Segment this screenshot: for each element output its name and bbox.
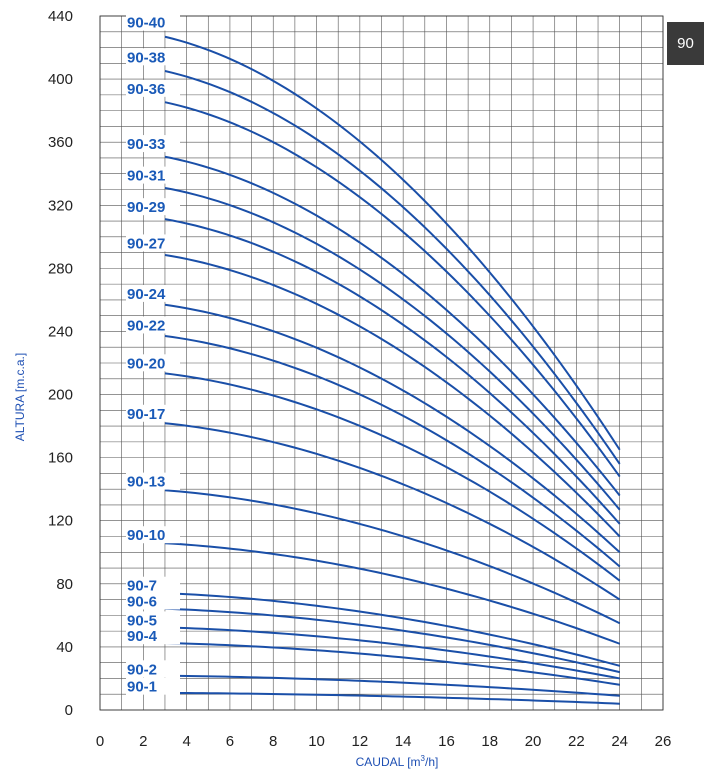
x-axis-title-main: CAUDAL [m <box>356 755 421 769</box>
curve-label-background <box>126 660 180 678</box>
curve-90-1 <box>164 691 620 705</box>
curve-label-background <box>126 627 180 645</box>
y-axis-ticks: 0 40 80 120 160 200 240 280 320 360 400 440 <box>48 8 73 719</box>
curve-label-90-33: 90-33 <box>127 136 165 153</box>
x-tick-label: 8 <box>269 733 277 750</box>
curve-label-background <box>126 526 180 544</box>
y-tick-label: 120 <box>48 513 73 530</box>
y-tick-label: 320 <box>48 197 73 214</box>
curve-label-background <box>126 166 180 184</box>
curve-label-90-10: 90-10 <box>127 527 165 544</box>
x-axis-title-end: /h] <box>425 755 438 769</box>
curve-label-90-2: 90-2 <box>127 661 157 678</box>
curve-90-5 <box>164 626 620 680</box>
curve-label-background <box>126 234 180 252</box>
curve-90-20 <box>164 372 621 582</box>
grid <box>99 15 664 711</box>
curve-label-90-31: 90-31 <box>127 168 165 185</box>
curve-90-17 <box>164 422 621 601</box>
curve-label-background <box>126 135 180 153</box>
curve-label-90-13: 90-13 <box>127 474 165 491</box>
curves <box>164 35 621 705</box>
curve-label-background <box>126 79 180 97</box>
curve-label-background <box>126 472 180 490</box>
y-axis-title: ALTURA [m.c.a.] <box>13 353 27 441</box>
curve-90-40 <box>164 35 621 451</box>
curve-label-90-24: 90-24 <box>127 286 166 303</box>
curve-label-90-17: 90-17 <box>127 406 165 423</box>
curve-label-background <box>126 354 180 372</box>
x-tick-label: 0 <box>96 733 104 750</box>
x-tick-label: 4 <box>182 733 190 750</box>
x-tick-label: 26 <box>655 733 672 750</box>
y-tick-label: 80 <box>56 576 73 593</box>
curve-label-90-36: 90-36 <box>127 81 165 98</box>
x-axis-title-superscript: 3 <box>421 754 426 763</box>
curve-label-90-7: 90-7 <box>127 578 157 595</box>
curve-label-90-29: 90-29 <box>127 199 165 216</box>
curve-90-31 <box>164 186 621 511</box>
y-tick-label: 160 <box>48 450 73 467</box>
curve-label-90-22: 90-22 <box>127 317 165 334</box>
curve-label-background <box>126 677 180 695</box>
curve-label-90-1: 90-1 <box>127 679 157 696</box>
y-tick-label: 40 <box>56 639 73 656</box>
curve-90-13 <box>164 489 621 625</box>
curve-labels: 90-40 90-38 90-36 90-33 90-31 90-29 90-27 90-24… <box>126 13 180 696</box>
curve-label-90-5: 90-5 <box>127 612 157 629</box>
x-axis-title: CAUDAL [m3/h] <box>356 754 439 769</box>
y-tick-label: 400 <box>48 71 73 88</box>
curve-90-36 <box>164 101 621 478</box>
x-tick-label: 24 <box>611 733 628 750</box>
page-number-badge: 90 <box>667 22 704 65</box>
curve-label-background <box>126 611 180 629</box>
x-tick-label: 12 <box>352 733 369 750</box>
x-tick-label: 20 <box>525 733 542 750</box>
curve-90-33 <box>164 155 621 497</box>
y-tick-label: 360 <box>48 134 73 151</box>
curve-label-background <box>126 284 180 302</box>
y-tick-label: 280 <box>48 260 73 277</box>
x-tick-label: 18 <box>481 733 498 750</box>
curve-label-90-4: 90-4 <box>127 628 158 645</box>
curve-90-27 <box>164 253 621 538</box>
curve-label-90-40: 90-40 <box>127 15 165 32</box>
curve-90-10 <box>164 542 621 645</box>
curve-label-90-20: 90-20 <box>127 355 165 372</box>
curve-90-22 <box>164 334 621 568</box>
y-tick-label: 200 <box>48 387 73 404</box>
curve-label-background <box>126 198 180 216</box>
curve-90-29 <box>164 218 621 525</box>
curve-90-2 <box>164 674 620 697</box>
x-tick-label: 14 <box>395 733 412 750</box>
curve-90-38 <box>164 70 621 465</box>
x-tick-label: 2 <box>139 733 147 750</box>
plot-frame <box>99 15 664 711</box>
x-tick-label: 10 <box>308 733 325 750</box>
x-tick-label: 16 <box>438 733 455 750</box>
curve-90-6 <box>164 607 620 674</box>
curve-label-background <box>126 592 180 610</box>
curve-label-background <box>126 404 180 422</box>
curve-90-24 <box>164 303 621 554</box>
curve-90-7 <box>164 592 620 667</box>
curve-label-90-27: 90-27 <box>127 235 165 252</box>
curve-label-background <box>126 316 180 334</box>
x-tick-label: 22 <box>568 733 585 750</box>
curve-label-90-38: 90-38 <box>127 49 165 66</box>
x-axis-ticks: 0 2 4 6 8 10 12 14 16 18 20 22 24 26 <box>96 733 672 750</box>
y-tick-label: 240 <box>48 323 73 340</box>
curve-label-90-6: 90-6 <box>127 593 157 610</box>
x-tick-label: 6 <box>226 733 234 750</box>
curve-90-4 <box>164 642 620 686</box>
curve-label-background <box>126 13 180 31</box>
curve-label-background <box>126 48 180 66</box>
y-tick-label: 440 <box>48 8 73 25</box>
curve-label-background <box>126 576 180 594</box>
y-tick-label: 0 <box>65 702 73 719</box>
